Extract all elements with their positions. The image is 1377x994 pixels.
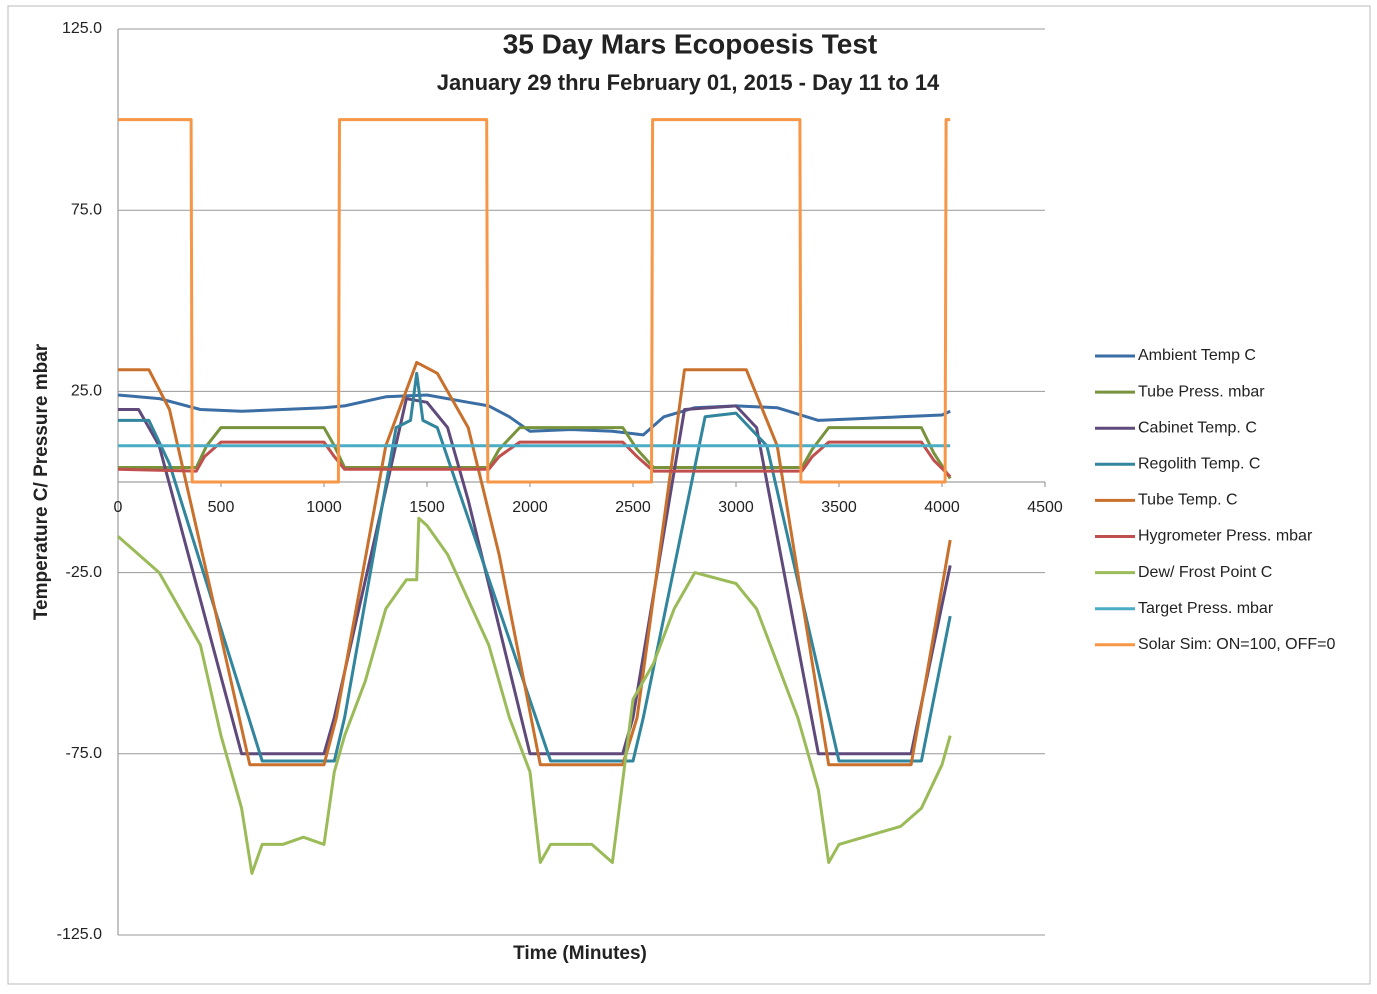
y-tick-label: -125.0 — [57, 926, 102, 943]
y-tick-label: -25.0 — [66, 564, 103, 581]
x-tick-label: 4000 — [924, 499, 960, 516]
legend-label: Tube Press. mbar — [1138, 383, 1265, 400]
x-axis-label: Time (Minutes) — [513, 943, 647, 964]
chart-subtitle: January 29 thru February 01, 2015 - Day … — [437, 70, 940, 95]
x-tick-label: 3000 — [718, 499, 754, 516]
legend-label: Regolith Temp. C — [1138, 456, 1260, 473]
series-line — [118, 360, 952, 767]
y-tick-label: 75.0 — [71, 201, 102, 218]
x-tick-label: 500 — [208, 499, 235, 516]
legend-label: Ambient Temp C — [1138, 347, 1256, 364]
y-axis-label: Temperature C/ Pressure mbar — [31, 343, 52, 620]
y-tick-label: -75.0 — [66, 745, 103, 762]
series-line — [117, 393, 951, 437]
legend-label: Target Press. mbar — [1138, 600, 1274, 617]
legend-label: Hygrometer Press. mbar — [1138, 528, 1313, 545]
x-tick-label: 4500 — [1027, 499, 1063, 516]
series-line — [118, 371, 952, 763]
x-tick-label: 3500 — [821, 499, 857, 516]
legend-label: Tube Temp. C — [1138, 492, 1238, 509]
series-line — [118, 426, 952, 480]
chart-border — [7, 5, 1371, 985]
legend-label: Dew/ Frost Point C — [1138, 564, 1272, 581]
x-tick-label: 2000 — [512, 499, 548, 516]
x-tick-label: 1500 — [409, 499, 445, 516]
series-line — [118, 397, 952, 756]
series-line — [117, 440, 952, 478]
series-line — [118, 118, 951, 484]
legend-label: Cabinet Temp. C — [1138, 419, 1257, 436]
x-tick-label: 2500 — [615, 499, 651, 516]
x-tick-label: 0 — [114, 499, 123, 516]
legend-label: Solar Sim: ON=100, OFF=0 — [1138, 636, 1336, 653]
y-tick-label: 25.0 — [71, 383, 102, 400]
series-line — [117, 516, 952, 875]
chart-title: 35 Day Mars Ecopoesis Test — [503, 28, 878, 59]
x-tick-label: 1000 — [306, 499, 342, 516]
y-tick-label: 125.0 — [62, 20, 102, 37]
